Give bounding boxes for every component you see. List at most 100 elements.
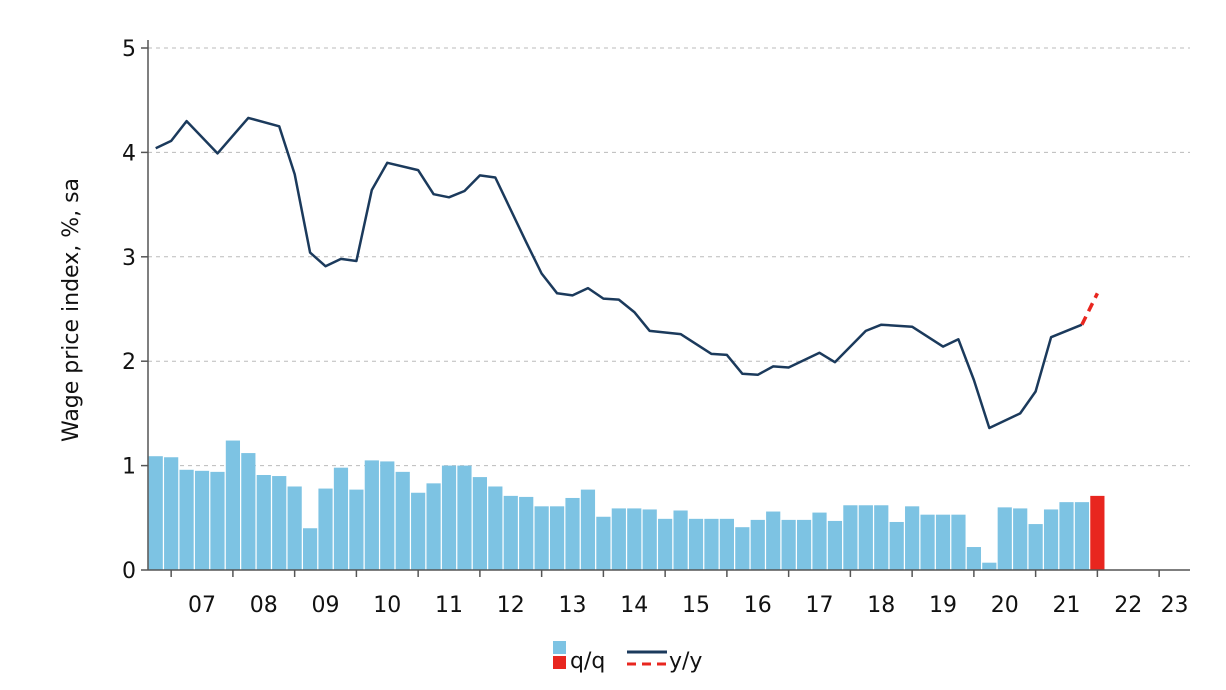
qq-bar <box>519 496 534 570</box>
x-tick-label: 18 <box>867 593 895 618</box>
qq-bars <box>148 440 1105 570</box>
qq-bar <box>441 465 457 570</box>
qq-bar <box>194 470 210 570</box>
qq-bar <box>565 497 580 570</box>
qq-bar <box>951 514 966 570</box>
qq-bar <box>256 474 271 570</box>
y-tick-label: 1 <box>122 455 136 480</box>
qq-bar <box>750 519 765 570</box>
qq-bar <box>935 514 951 570</box>
qq-bar <box>642 509 657 570</box>
qq-bar <box>472 477 487 570</box>
axes <box>147 40 1190 571</box>
qq-bar <box>426 483 441 570</box>
qq-bar <box>688 518 704 570</box>
qq-bar <box>349 489 364 570</box>
qq-bar <box>812 512 827 570</box>
qq-bar <box>1028 524 1043 570</box>
qq-bar <box>905 506 920 570</box>
qq-bar <box>411 492 426 570</box>
qq-bar <box>796 519 812 570</box>
qq-bar <box>982 562 997 570</box>
x-tick-label: 20 <box>991 593 1019 618</box>
qq-bar <box>287 486 302 570</box>
yy-forecast-line <box>1080 292 1099 326</box>
qq-bar <box>766 511 781 570</box>
x-tick-label: 09 <box>312 593 340 618</box>
qq-bar <box>843 505 858 570</box>
qq-bar <box>380 461 395 570</box>
x-tick-label: 12 <box>497 593 525 618</box>
qq-bar <box>364 460 379 570</box>
qq-bar <box>611 508 626 570</box>
x-tick-label: 07 <box>188 593 216 618</box>
qq-bar <box>596 516 611 570</box>
legend-qq-label: q/q <box>570 649 605 674</box>
qq-bar <box>302 528 318 570</box>
qq-bar <box>333 467 349 570</box>
qq-bar <box>503 495 518 570</box>
qq-bar <box>457 465 472 570</box>
x-axis-ticks: 07 08 09 10 11 12 13 14 15 16 17 18 19 20 21 22 23 <box>170 570 1189 618</box>
legend-qq-swatch-red <box>553 656 566 669</box>
y-tick-label: 5 <box>122 37 136 62</box>
x-tick-label: 23 <box>1161 593 1189 618</box>
qq-bar <box>1074 502 1090 570</box>
qq-bar <box>210 471 225 570</box>
x-tick-label: 08 <box>250 593 278 618</box>
y-tick-label: 2 <box>122 350 136 375</box>
x-tick-label: 22 <box>1114 593 1142 618</box>
qq-bar <box>719 518 734 570</box>
yy-lines <box>155 116 1099 430</box>
qq-forecast-bar <box>1090 495 1105 570</box>
qq-bar <box>148 456 163 570</box>
qq-bar <box>874 505 889 570</box>
x-tick-label: 15 <box>682 593 710 618</box>
qq-bar <box>1013 508 1028 570</box>
x-tick-label: 11 <box>435 593 463 618</box>
yy-line <box>155 116 1083 430</box>
legend: q/q y/y <box>553 641 702 674</box>
y-tick-label: 3 <box>122 246 136 271</box>
qq-bar <box>966 547 981 570</box>
qq-bar <box>889 521 904 570</box>
qq-bar <box>225 440 241 570</box>
qq-bar <box>164 457 179 570</box>
qq-bar <box>534 506 549 570</box>
qq-bar <box>735 527 750 570</box>
qq-bar <box>997 507 1012 570</box>
qq-bar <box>179 469 194 570</box>
qq-bar <box>627 508 642 570</box>
qq-bar <box>241 453 256 570</box>
qq-bar <box>658 518 673 570</box>
qq-bar <box>488 486 503 570</box>
qq-bar <box>781 519 796 570</box>
gridlines <box>148 47 1190 467</box>
qq-bar <box>858 505 873 570</box>
qq-bar <box>549 506 565 570</box>
x-tick-label: 13 <box>559 593 587 618</box>
qq-bar <box>272 476 287 570</box>
qq-bar <box>827 520 843 570</box>
x-tick-label: 14 <box>620 593 648 618</box>
x-tick-label: 21 <box>1053 593 1081 618</box>
y-axis-ticks: 0 1 2 3 4 5 <box>122 37 148 584</box>
qq-bar <box>580 489 596 570</box>
qq-bar <box>395 471 410 570</box>
x-tick-label: 17 <box>806 593 834 618</box>
qq-bar <box>318 488 333 570</box>
x-tick-label: 10 <box>373 593 401 618</box>
qq-bar <box>1043 509 1059 570</box>
y-tick-label: 4 <box>122 141 136 166</box>
qq-bar <box>920 514 935 570</box>
y-tick-label: 0 <box>122 559 136 584</box>
y-axis-title: Wage price index, %, sa <box>59 178 84 442</box>
legend-qq-swatch-blue <box>553 641 566 654</box>
qq-bar <box>704 518 719 570</box>
qq-bar <box>673 510 688 570</box>
x-tick-label: 19 <box>929 593 957 618</box>
legend-yy-label: y/y <box>669 649 702 674</box>
x-tick-label: 16 <box>744 593 772 618</box>
qq-bar <box>1059 502 1074 570</box>
